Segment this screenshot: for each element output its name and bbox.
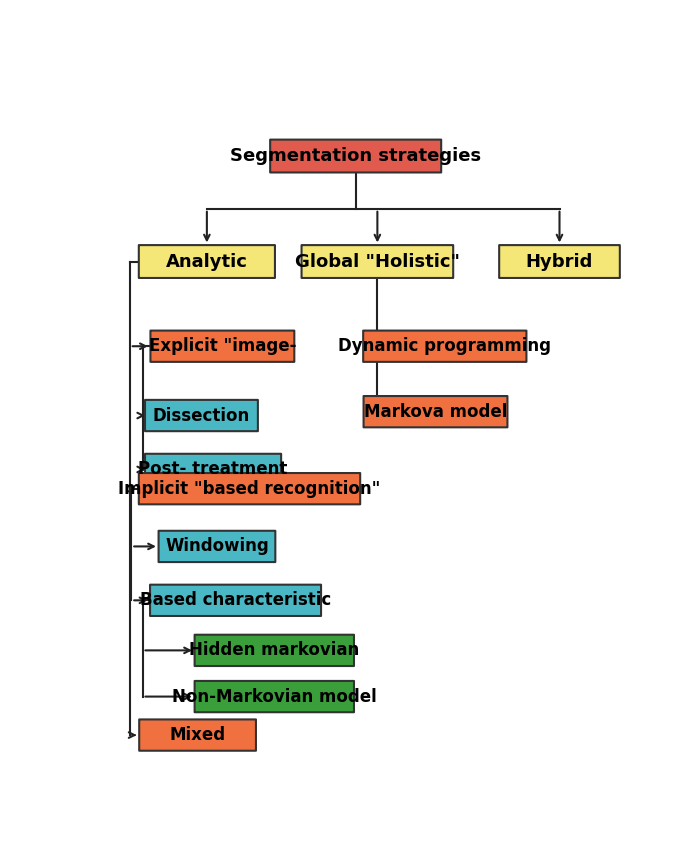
FancyBboxPatch shape bbox=[139, 720, 256, 751]
FancyBboxPatch shape bbox=[194, 635, 354, 666]
Text: Analytic: Analytic bbox=[166, 252, 248, 270]
FancyBboxPatch shape bbox=[145, 400, 258, 431]
FancyBboxPatch shape bbox=[158, 530, 276, 562]
FancyBboxPatch shape bbox=[363, 331, 527, 362]
Text: Mixed: Mixed bbox=[169, 726, 226, 744]
FancyBboxPatch shape bbox=[364, 396, 507, 428]
Text: Windowing: Windowing bbox=[165, 537, 269, 556]
FancyBboxPatch shape bbox=[302, 245, 453, 278]
Text: Hidden markovian: Hidden markovian bbox=[189, 641, 359, 659]
Text: Dynamic programming: Dynamic programming bbox=[338, 337, 551, 355]
Text: Explicit "image-: Explicit "image- bbox=[149, 337, 296, 355]
Text: Non-Markovian model: Non-Markovian model bbox=[172, 688, 377, 706]
Text: Dissection: Dissection bbox=[153, 407, 250, 424]
Text: Global "Holistic": Global "Holistic" bbox=[295, 252, 460, 270]
Text: Post- treatment: Post- treatment bbox=[138, 461, 288, 479]
FancyBboxPatch shape bbox=[139, 473, 360, 505]
FancyBboxPatch shape bbox=[139, 245, 275, 278]
FancyBboxPatch shape bbox=[150, 585, 321, 616]
Text: Hybrid: Hybrid bbox=[526, 252, 593, 270]
FancyBboxPatch shape bbox=[145, 454, 281, 485]
FancyBboxPatch shape bbox=[270, 140, 441, 173]
Text: Implicit "based recognition": Implicit "based recognition" bbox=[118, 480, 381, 498]
FancyBboxPatch shape bbox=[499, 245, 620, 278]
Text: Based characteristic: Based characteristic bbox=[140, 591, 331, 609]
Text: Markova model: Markova model bbox=[364, 403, 507, 421]
FancyBboxPatch shape bbox=[151, 331, 294, 362]
Text: Segmentation strategies: Segmentation strategies bbox=[230, 147, 481, 165]
FancyBboxPatch shape bbox=[194, 681, 354, 712]
